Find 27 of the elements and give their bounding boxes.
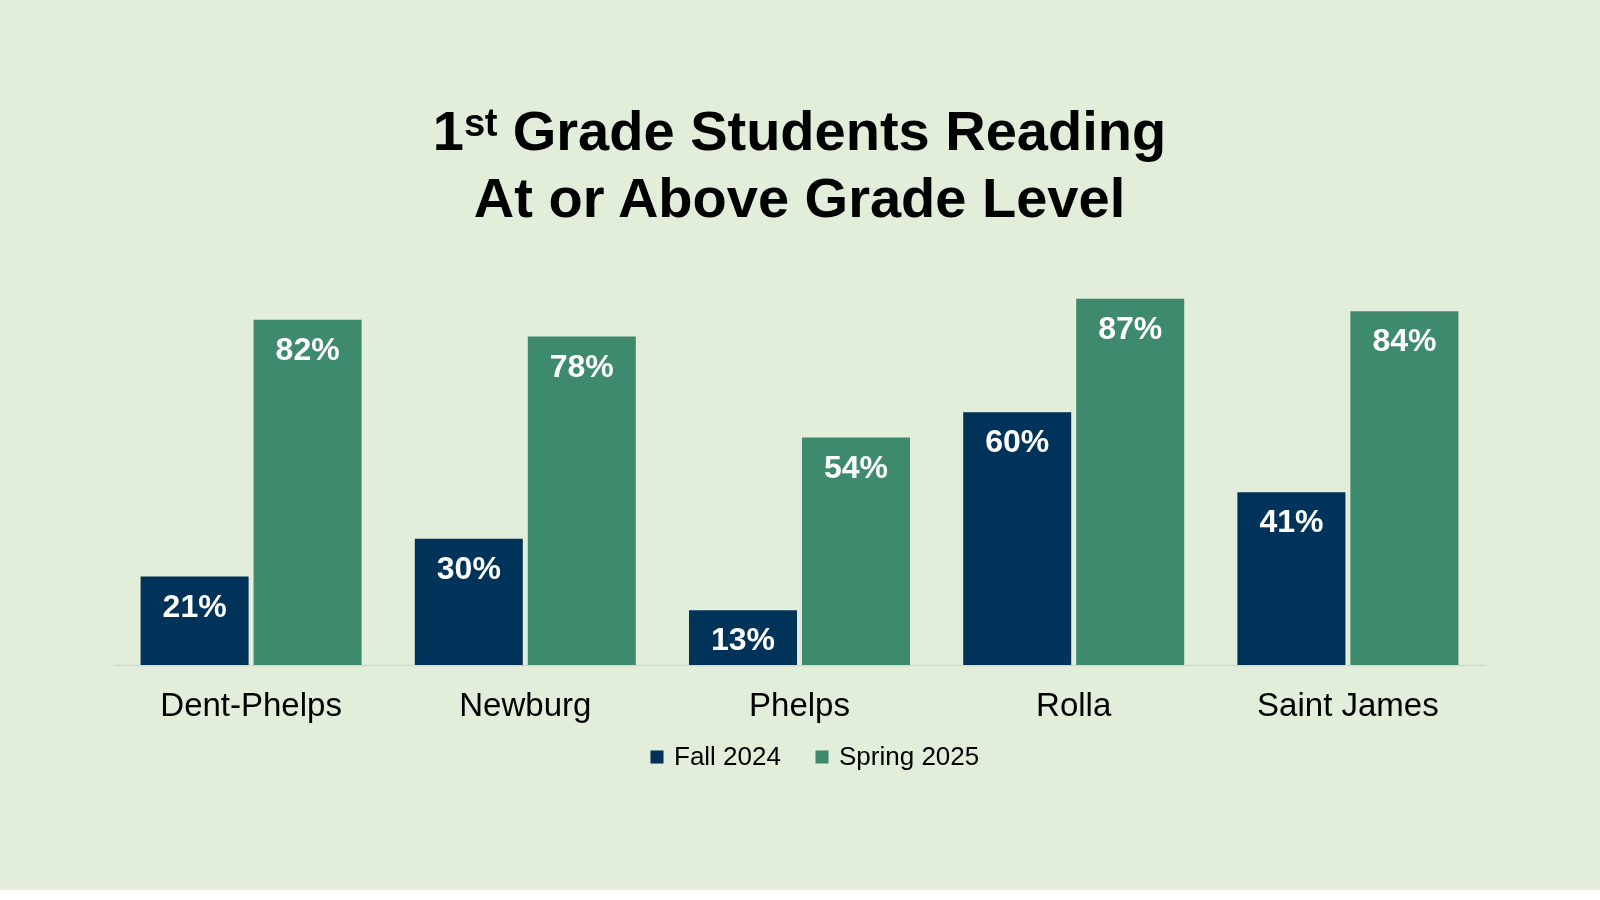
bar bbox=[1350, 311, 1459, 665]
legend-label: Spring 2025 bbox=[839, 741, 980, 771]
data-label: 78% bbox=[549, 347, 614, 384]
data-label: 82% bbox=[275, 330, 340, 367]
data-label: 87% bbox=[1098, 309, 1163, 346]
data-label: 60% bbox=[985, 423, 1050, 460]
data-label: 54% bbox=[823, 448, 889, 485]
data-label: 84% bbox=[1372, 322, 1437, 359]
bar bbox=[801, 437, 910, 665]
bar bbox=[414, 538, 523, 665]
chart-title: 1ˢᵗ Grade Students Reading At or Above Grade Level bbox=[432, 99, 1167, 229]
bar bbox=[963, 412, 1072, 665]
legend-label: Fall 2024 bbox=[674, 741, 781, 771]
x-tick-label: Newburg bbox=[459, 685, 592, 723]
bar bbox=[253, 319, 362, 665]
data-label: 13% bbox=[710, 621, 776, 658]
x-tick-label: Saint James bbox=[1257, 685, 1439, 723]
x-tick-label: Dent-Phelps bbox=[160, 685, 342, 723]
x-tick-label: Rolla bbox=[1036, 685, 1112, 723]
bar bbox=[140, 576, 249, 665]
bar bbox=[527, 336, 636, 665]
bar bbox=[1076, 298, 1185, 665]
bar bbox=[1237, 492, 1346, 665]
x-tick-label: Phelps bbox=[749, 685, 850, 723]
data-label: 21% bbox=[162, 587, 227, 624]
data-label: 41% bbox=[1259, 503, 1324, 540]
data-label: 30% bbox=[436, 549, 501, 586]
